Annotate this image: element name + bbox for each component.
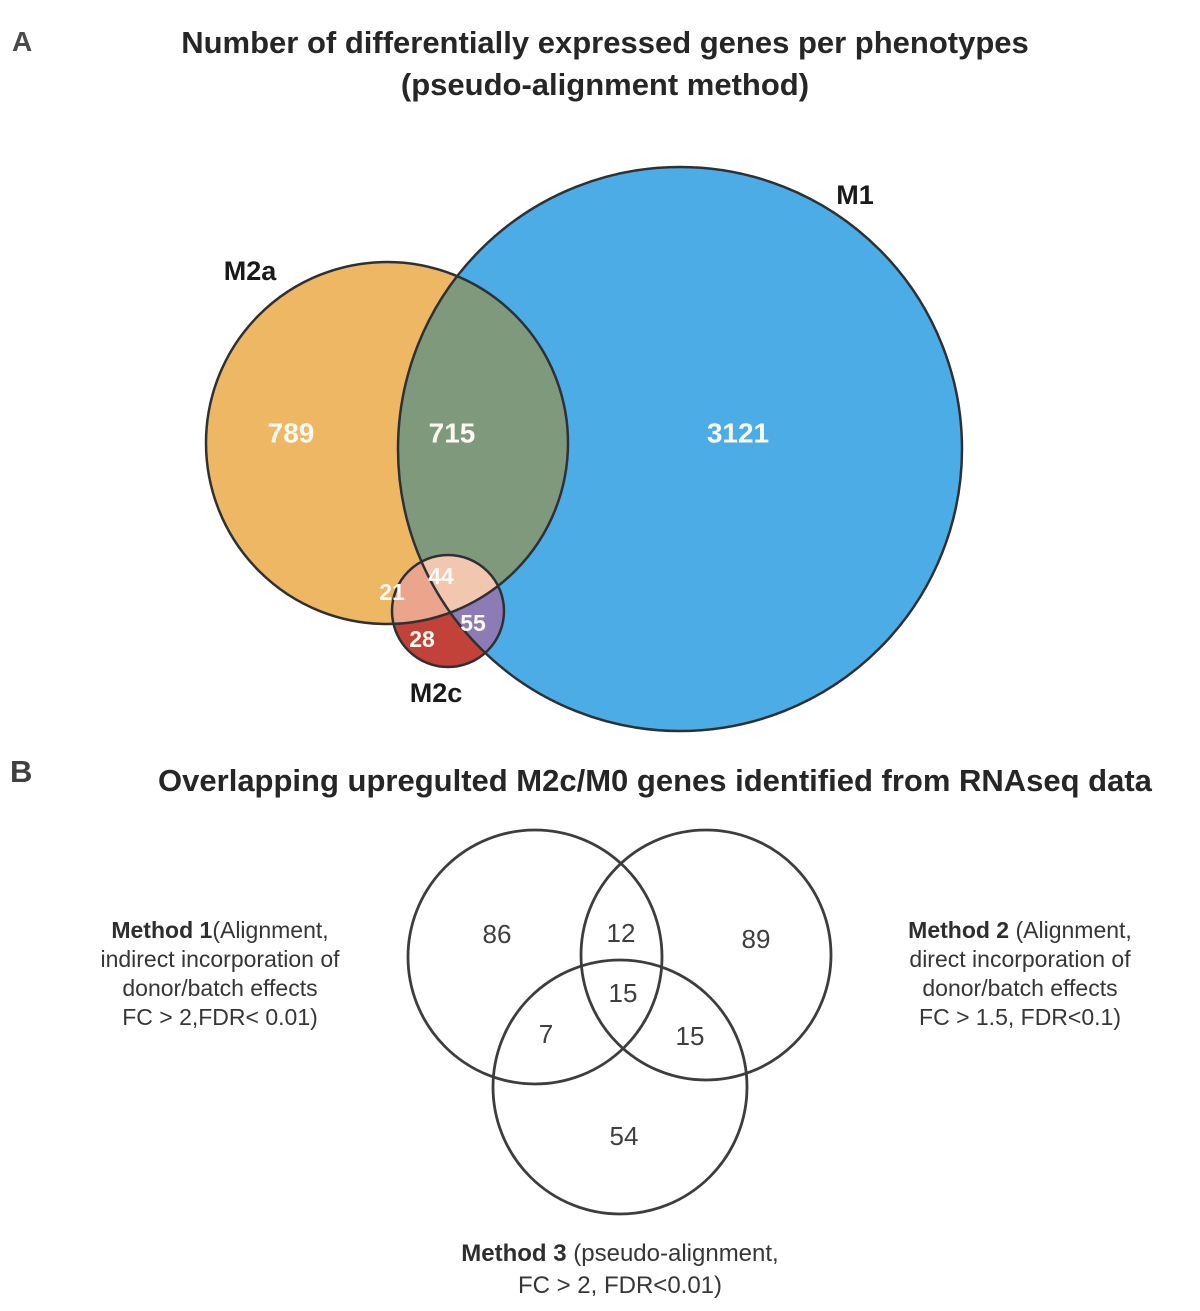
method-1-line1: Method 1(Alignment, (111, 917, 329, 943)
venn-b-value-m1-m2-m3: 15 (609, 978, 638, 1008)
venn-a-value-m2a-only: 789 (268, 418, 315, 449)
venn-b-value-m1-only: 86 (483, 919, 512, 949)
method-3-line1: Method 3 (pseudo-alignment, (461, 1240, 779, 1267)
venn-b-method3-circle (491, 958, 749, 1216)
venn-a-value-m2a-m1: 715 (429, 418, 476, 449)
venn-a-value-m2c-m1: 55 (460, 610, 486, 636)
venn-b-value-m2-m3: 15 (676, 1021, 705, 1051)
method-1-line4: FC > 2,FDR< 0.01) (122, 1004, 318, 1030)
method-2-name: Method 2 (908, 917, 1010, 943)
method-1-line3: donor/batch effects (122, 975, 318, 1001)
venn-a-m2a-set-label: M2a (224, 256, 278, 286)
panel-a-title-line2: (pseudo-alignment method) (400, 67, 810, 102)
venn-b-method1-circle (406, 828, 664, 1086)
method-3-label: Method 3 (pseudo-alignment, FC > 2, FDR<… (438, 1238, 802, 1302)
venn-b-value-m1-m3: 7 (539, 1019, 553, 1049)
method-2-line1: Method 2 (Alignment, (908, 917, 1132, 943)
panel-b-title: Overlapping upregulted M2c/M0 genes iden… (158, 763, 1152, 798)
method-2-line4: FC > 1.5, FDR<0.1) (919, 1004, 1121, 1030)
venn-a-m2c-set-label: M2c (410, 678, 463, 708)
panel-b-label: B (10, 754, 33, 789)
venn-a-value-m2c-m2a: 21 (379, 579, 405, 605)
venn-a-m1-outline (396, 165, 964, 733)
panel-a-title-line1: Number of differentially expressed genes… (181, 25, 1029, 60)
method-1-name: Method 1 (111, 917, 213, 943)
panel-a-label: A (12, 26, 33, 57)
venn-b-method2-circle (579, 828, 833, 1082)
venn-a-m2a-outline (204, 260, 570, 626)
method-2-label: Method 2 (Alignment, direct incorporatio… (875, 916, 1165, 1032)
method-1-label: Method 1(Alignment, indirect incorporati… (75, 916, 365, 1032)
venn-b-value-m1-m2: 12 (607, 918, 636, 948)
venn-a-value-m2c-m2a-m1: 44 (428, 563, 454, 589)
venn-a-m1-circle (398, 167, 962, 731)
venn-a-m1-set-label: M1 (836, 180, 874, 210)
venn-b-value-m2-only: 89 (742, 924, 771, 954)
method-3-line2: FC > 2, FDR<0.01) (517, 1272, 723, 1299)
venn-a-value-m2c-only: 28 (409, 626, 435, 652)
venn-b-value-m3-only: 54 (610, 1121, 639, 1151)
method-2-line2: direct incorporation of (909, 946, 1131, 972)
method-2-line3: donor/batch effects (922, 975, 1118, 1001)
method-3-name: Method 3 (461, 1240, 567, 1267)
venn-a-m2c-outline (390, 553, 506, 669)
panel-a-title: Number of differentially expressed genes… (10, 22, 1200, 106)
method-1-line2: indirect incorporation of (100, 946, 340, 972)
venn-a-value-m1-only: 3121 (707, 418, 769, 449)
